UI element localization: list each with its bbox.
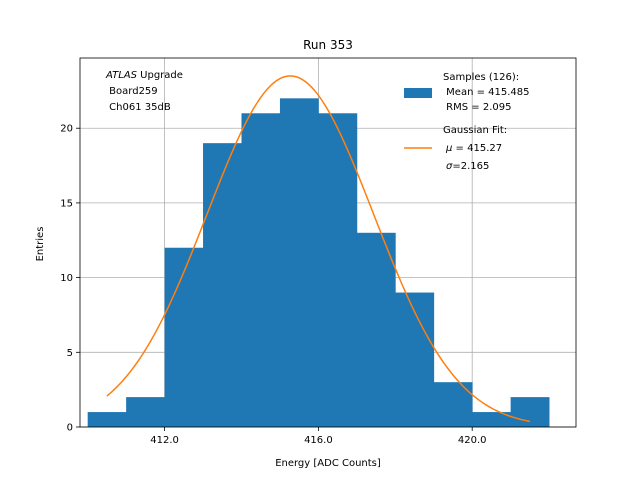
histogram-bar (126, 397, 165, 427)
gaussian-fit (106, 75, 531, 423)
histogram-bar (395, 292, 435, 427)
axes-frame (79, 57, 577, 428)
legend-fit-sigma: σ=2.165 (446, 161, 489, 172)
legend-samples-mean: Mean = 415.485 (443, 87, 530, 98)
histogram-bar (318, 113, 358, 428)
histogram-bar (87, 412, 127, 427)
y-tick-label: 10 (60, 273, 73, 284)
legend: Samples (126): Mean = 415.485 RMS = 2.09… (404, 72, 530, 172)
x-tick-label: 416.0 (304, 435, 333, 446)
legend-fit-sigma-value: =2.165 (452, 161, 489, 172)
histogram-bar (356, 232, 396, 427)
annotation-experiment-suffix: Upgrade (137, 70, 183, 81)
annotation-experiment-name: ATLAS (105, 70, 138, 81)
y-tick-label: 20 (60, 124, 73, 135)
histogram-bar (472, 412, 512, 427)
x-tick-label: 420.0 (458, 435, 487, 446)
y-tick-label: 15 (60, 198, 73, 209)
y-axis-label: Entries (35, 227, 46, 262)
legend-samples-title: Samples (126): (443, 72, 519, 83)
legend-samples-swatch (404, 88, 432, 98)
histogram-bar (203, 143, 242, 427)
annotation-board: Board259 (106, 86, 158, 97)
chart-title: Run 353 (303, 38, 353, 52)
legend-fit-mu-symbol: μ (445, 143, 452, 154)
y-tick-label: 5 (67, 348, 73, 359)
annotation-experiment: ATLAS Upgrade (105, 70, 183, 81)
annotation-block: ATLAS Upgrade Board259 Ch061 35dB (105, 70, 183, 113)
x-axis-label: Energy [ADC Counts] (275, 458, 381, 469)
annotation-channel: Ch061 35dB (106, 102, 171, 113)
legend-fit-title: Gaussian Fit: (443, 125, 507, 136)
y-tick-label: 0 (67, 423, 73, 434)
histogram-bar (279, 98, 319, 427)
histogram-bar (510, 397, 550, 427)
gaussian-fit-curve (106, 75, 531, 423)
legend-fit-sigma-symbol: σ (446, 161, 453, 172)
x-ticks: 412.0 416.0 420.0 (150, 427, 487, 446)
y-ticks: 0 5 10 15 20 (60, 124, 80, 434)
legend-samples-rms: RMS = 2.095 (443, 102, 511, 113)
legend-fit-mu: μ = 415.27 (445, 143, 502, 154)
histogram-bar (241, 113, 281, 428)
x-tick-label: 412.0 (150, 435, 179, 446)
legend-fit-mu-value: = 415.27 (452, 143, 502, 154)
histogram-bar (164, 247, 204, 427)
